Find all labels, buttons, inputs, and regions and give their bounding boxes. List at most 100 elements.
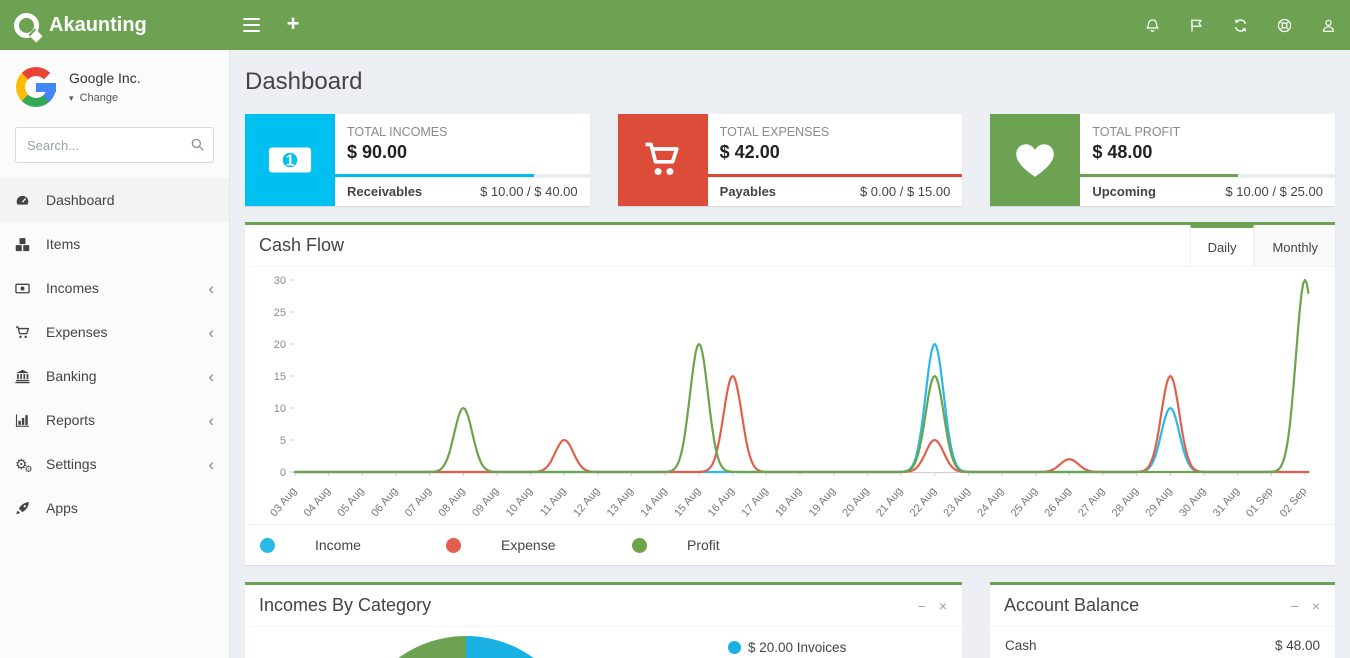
collapse-icon[interactable]: − [917,597,926,614]
summary-cards: 1 TOTAL INCOMES $ 90.00 Receivables $ 10.00 … [245,114,1335,206]
sidebar-item-label: Items [46,236,81,252]
svg-text:15: 15 [274,371,286,383]
svg-text:15 Aug: 15 Aug [672,485,703,519]
support-icon[interactable] [1262,0,1306,50]
chevron-left-icon: ‹ [208,410,214,430]
sidebar-item-label: Apps [46,500,78,516]
account-balance-row: Cash $ 48.00 [990,627,1335,658]
svg-text:11 Aug: 11 Aug [538,485,569,518]
account-balance-title: Account Balance [1004,595,1140,615]
sidebar: Google Inc. ▾ Change Dashboard Items Incom… [0,50,230,658]
quick-add-button[interactable]: + [272,0,314,50]
sidebar-item-banking[interactable]: Banking ‹ [0,354,229,398]
svg-text:27 Aug: 27 Aug [1076,485,1107,519]
sidebar-nav: Dashboard Items Incomes ‹ Expenses ‹ Banking ‹ R… [0,178,229,530]
legend-item-expense: Expense [446,537,632,553]
account-balance-panel: Account Balance − × Cash $ 48.00 [990,582,1335,658]
settings-icon: ⚙ ⚙ [15,456,33,474]
sidebar-search [15,127,214,163]
user-icon[interactable] [1306,0,1350,50]
account-name: Cash [1005,638,1037,653]
tab-monthly[interactable]: Monthly [1254,225,1335,266]
panel-tools: − × [903,585,962,626]
reports-icon [15,413,36,428]
tab-daily[interactable]: Daily [1189,225,1255,266]
collapse-icon[interactable]: − [1290,597,1299,614]
svg-text:5: 5 [280,435,286,447]
legend-dot-icon [446,537,461,553]
card-footer-label: Receivables [347,184,423,199]
close-icon[interactable]: × [1311,597,1320,614]
company-logo [16,67,56,107]
cashflow-chart-area: 0 5 10 15 20 25 30 03 Aug 04 Aug 05 Aug 06 Aug 07 A… [245,267,1335,524]
svg-text:02 Sep: 02 Sep [1278,485,1310,519]
search-icon[interactable] [190,137,205,157]
card-footer-label: Upcoming [1092,184,1156,199]
svg-text:14 Aug: 14 Aug [638,485,669,519]
card-footer-label: Payables [719,184,777,199]
svg-text:20: 20 [274,339,286,351]
apps-icon [15,501,36,516]
caret-down-icon: ▾ [69,93,74,103]
sidebar-item-expenses[interactable]: Expenses ‹ [0,310,229,354]
app-brand[interactable]: Akaunting [0,0,230,50]
incomes-pie-chart [351,636,581,658]
incomes-pie-area: $ 20.00 Invoices$ 40.00 Deposit [245,627,962,658]
sidebar-item-dashboard[interactable]: Dashboard [0,178,229,222]
card-value: $ 42.00 [719,142,780,162]
sidebar-item-reports[interactable]: Reports ‹ [0,398,229,442]
legend-dot-icon [728,641,741,654]
sidebar-item-label: Reports [46,412,96,428]
dashboard-icon [15,193,36,208]
topbar: Akaunting + [0,0,1350,50]
sidebar-item-incomes[interactable]: Incomes ‹ [0,266,229,310]
close-icon[interactable]: × [938,597,947,614]
card-footer-value: $ 0.00 / $ 15.00 [859,184,951,199]
legend-item-profit: Profit [632,537,818,553]
sidebar-item-label: Settings [46,456,97,472]
items-icon [15,237,36,252]
svg-text:04 Aug: 04 Aug [302,485,333,519]
search-input[interactable] [15,127,214,163]
svg-text:25: 25 [274,307,286,319]
svg-text:26 Aug: 26 Aug [1042,485,1073,519]
svg-text:01 Sep: 01 Sep [1244,485,1276,519]
svg-text:10 Aug: 10 Aug [504,485,535,519]
svg-text:12 Aug: 12 Aug [571,485,602,519]
card-label: TOTAL EXPENSES [719,125,830,139]
money-icon: 1 [245,114,335,206]
topbar-actions [1130,0,1350,50]
flag-icon[interactable] [1174,0,1218,50]
svg-text:16 Aug: 16 Aug [706,485,737,519]
notifications-icon[interactable] [1130,0,1174,50]
sidebar-item-settings[interactable]: ⚙ ⚙ Settings ‹ [0,442,229,486]
svg-text:19 Aug: 19 Aug [807,485,838,519]
main-content: Dashboard 1 TOTAL INCOMES $ 90.00 Receivabl… [230,50,1350,658]
svg-text:0: 0 [280,467,286,479]
cashflow-tabs: Daily Monthly [1189,225,1335,266]
sidebar-toggle-button[interactable] [230,0,272,50]
card-footer-value: $ 10.00 / $ 25.00 [1225,184,1323,199]
svg-text:30 Aug: 30 Aug [1177,485,1208,519]
cashflow-legend: Income Expense Profit [245,524,1335,565]
expenses-icon [15,325,36,340]
svg-text:03 Aug: 03 Aug [268,485,299,519]
refresh-icon[interactable] [1218,0,1262,50]
account-amount: $ 48.00 [1274,638,1320,653]
legend-label: Expense [501,537,556,553]
chevron-left-icon: ‹ [208,366,214,386]
svg-text:09 Aug: 09 Aug [470,485,501,519]
heart-icon [990,114,1081,206]
sidebar-item-label: Banking [46,368,97,384]
legend-label: Profit [687,537,720,553]
sidebar-item-items[interactable]: Items [0,222,229,266]
company-block: Google Inc. ▾ Change [0,50,229,115]
card-value: $ 90.00 [347,142,408,162]
incomes-pie-legend: $ 20.00 Invoices$ 40.00 Deposit [728,640,846,658]
sidebar-item-apps[interactable]: Apps [0,486,229,530]
svg-text:21 Aug: 21 Aug [874,485,905,519]
svg-text:07 Aug: 07 Aug [403,485,434,519]
change-company-link[interactable]: ▾ Change [69,92,119,104]
svg-text:24 Aug: 24 Aug [975,485,1006,519]
cashflow-panel: Cash Flow Daily Monthly 0 5 10 15 20 25 30 03 Au… [245,222,1335,565]
